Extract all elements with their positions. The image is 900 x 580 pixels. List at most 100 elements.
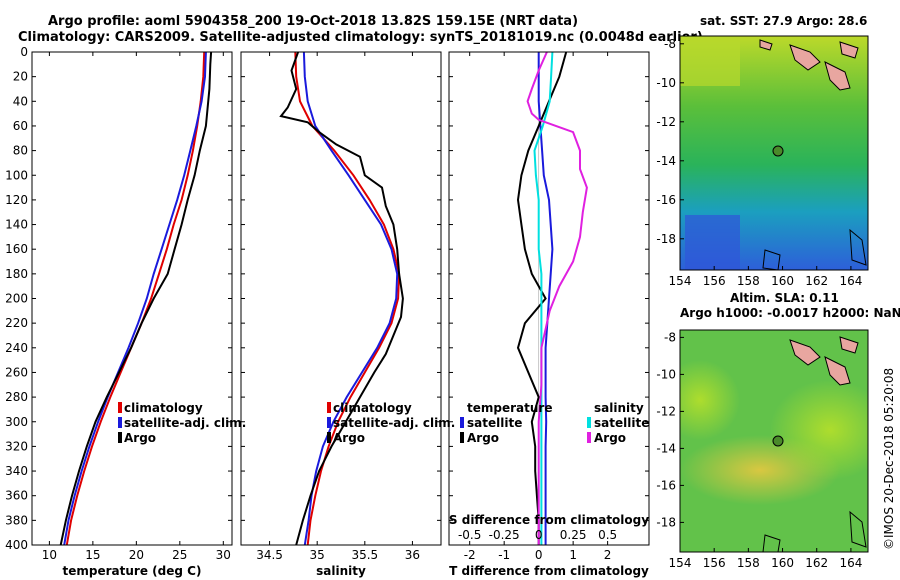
x2-axis-label: S difference from climatology xyxy=(449,513,649,527)
depth-tick-label: 200 xyxy=(5,292,28,306)
x-tick-label: 20 xyxy=(129,548,144,562)
legend-satellite: satellite-adj. clim. xyxy=(333,416,455,430)
legend-argo: Argo xyxy=(124,431,156,445)
legend-swatch-argo xyxy=(118,432,122,443)
argo-position-marker xyxy=(772,145,784,157)
sla-map-title: Altim. SLA: 0.11 xyxy=(730,291,839,305)
x2-tick-label: -0.25 xyxy=(489,528,520,542)
map-x-tick-label: 164 xyxy=(839,556,862,570)
difference-legend: temperature satellite Argo salinity sate… xyxy=(460,401,649,445)
map-x-tick-label: 160 xyxy=(771,556,794,570)
island-shape xyxy=(759,39,773,51)
figure-subtitle: Climatology: CARS2009. Satellite-adjuste… xyxy=(18,30,703,45)
x-tick-label: 30 xyxy=(216,548,231,562)
x-tick-label: 1 xyxy=(569,548,577,562)
x-tick-label: 35.5 xyxy=(351,548,378,562)
sla-map-subtitle: Argo h1000: -0.0017 h2000: NaN xyxy=(680,306,900,320)
series-line-climatology xyxy=(65,51,206,546)
map-x-tick-label: 160 xyxy=(771,274,794,288)
sst-map-frame xyxy=(679,35,869,271)
x-tick-label: 25 xyxy=(172,548,187,562)
depth-tick-label: 320 xyxy=(5,439,28,453)
depth-tick-label: 240 xyxy=(5,341,28,355)
map-x-tick-label: 156 xyxy=(703,556,726,570)
legend-swatch-t-satellite xyxy=(460,417,464,428)
credit-text: ©IMOS 20-Dec-2018 05:20:08 xyxy=(882,368,896,550)
legend-s-satellite: satellite xyxy=(594,416,649,430)
legend-satellite: satellite-adj. clim. xyxy=(124,416,246,430)
x-tick-label: 34.5 xyxy=(256,548,283,562)
map-y-tick-label: -10 xyxy=(656,367,676,381)
series-line-temperature-argo xyxy=(516,51,568,545)
coastline-shape xyxy=(762,249,781,270)
depth-tick-label: 20 xyxy=(13,70,28,84)
x2-tick-label: -0.5 xyxy=(458,528,481,542)
legend-t-satellite: satellite xyxy=(467,416,522,430)
legend-swatch-satellite xyxy=(327,417,331,428)
depth-tick-label: 80 xyxy=(13,144,28,158)
island-shape xyxy=(789,44,821,71)
x-tick-label: 10 xyxy=(42,548,57,562)
x-tick-label: -1 xyxy=(498,548,510,562)
x-axis-label: salinity xyxy=(316,564,366,578)
map-x-tick-label: 162 xyxy=(805,274,828,288)
island-shape xyxy=(839,336,859,354)
map-y-tick-label: -12 xyxy=(656,115,676,129)
depth-tick-label: 0 xyxy=(20,45,28,59)
map-x-tick-label: 156 xyxy=(703,274,726,288)
legend-argo: Argo xyxy=(333,431,365,445)
legend-swatch-s-satellite xyxy=(587,417,591,428)
depth-tick-label: 280 xyxy=(5,390,28,404)
map-y-tick-label: -8 xyxy=(664,37,676,51)
coastline-shape xyxy=(849,228,867,266)
depth-tick-label: 100 xyxy=(5,168,28,182)
sst-map-title: sat. SST: 27.9 Argo: 28.6 xyxy=(700,14,867,28)
series-line-argo xyxy=(59,51,213,546)
map-y-tick-label: -8 xyxy=(664,330,676,344)
sla-high-patch xyxy=(770,380,868,480)
x-tick-label: 36 xyxy=(405,548,420,562)
x-tick-label: 35 xyxy=(310,548,325,562)
coastline-shape xyxy=(849,510,867,548)
legend-swatch-climatology xyxy=(118,402,122,413)
sla-map-frame xyxy=(679,329,869,553)
legend-swatch-s-argo xyxy=(587,432,591,443)
salinity-legend: climatology satellite-adj. clim. Argo xyxy=(327,401,455,445)
panel-frame xyxy=(448,51,650,546)
profile-panel-3: -2 -1 0 1 2 T difference from climatology S di… xyxy=(448,51,650,578)
legend-climatology: climatology xyxy=(124,401,203,415)
depth-tick-label: 260 xyxy=(5,365,28,379)
x-axis-label: temperature (deg C) xyxy=(63,564,202,578)
x2-tick-label: 0 xyxy=(535,528,543,542)
depth-tick-label: 120 xyxy=(5,193,28,207)
x2-tick-label: 0.5 xyxy=(598,528,617,542)
figure-title: Argo profile: aoml 5904358_200 19-Oct-20… xyxy=(48,14,578,29)
sla-map: Altim. SLA: 0.11 Argo h1000: -0.0017 h20… xyxy=(656,291,900,570)
depth-tick-label: 140 xyxy=(5,218,28,232)
panel-frame xyxy=(31,51,233,546)
island-shape xyxy=(824,356,851,386)
depth-tick-label: 380 xyxy=(5,513,28,527)
map-y-tick-label: -16 xyxy=(656,478,676,492)
depth-tick-label: 40 xyxy=(13,94,28,108)
map-y-tick-label: -14 xyxy=(656,154,676,168)
depth-tick-label: 360 xyxy=(5,489,28,503)
depth-tick-label: 300 xyxy=(5,415,28,429)
legend-temperature-title: temperature xyxy=(467,401,552,415)
island-shape xyxy=(789,339,821,366)
legend-salinity-title: salinity xyxy=(594,401,644,415)
depth-tick-label: 400 xyxy=(5,538,28,552)
map-x-tick-label: 162 xyxy=(805,556,828,570)
sst-cool-patch xyxy=(685,215,740,270)
legend-swatch-argo xyxy=(327,432,331,443)
series-line-salinity-argo xyxy=(526,51,588,545)
depth-tick-label: 220 xyxy=(5,316,28,330)
depth-tick-label: 60 xyxy=(13,119,28,133)
island-shape xyxy=(839,41,859,59)
legend-swatch-climatology xyxy=(327,402,331,413)
x-tick-label: -2 xyxy=(464,548,476,562)
temperature-legend: climatology satellite-adj. clim. Argo xyxy=(118,401,246,445)
map-x-tick-label: 158 xyxy=(737,556,760,570)
map-x-tick-label: 154 xyxy=(669,274,692,288)
